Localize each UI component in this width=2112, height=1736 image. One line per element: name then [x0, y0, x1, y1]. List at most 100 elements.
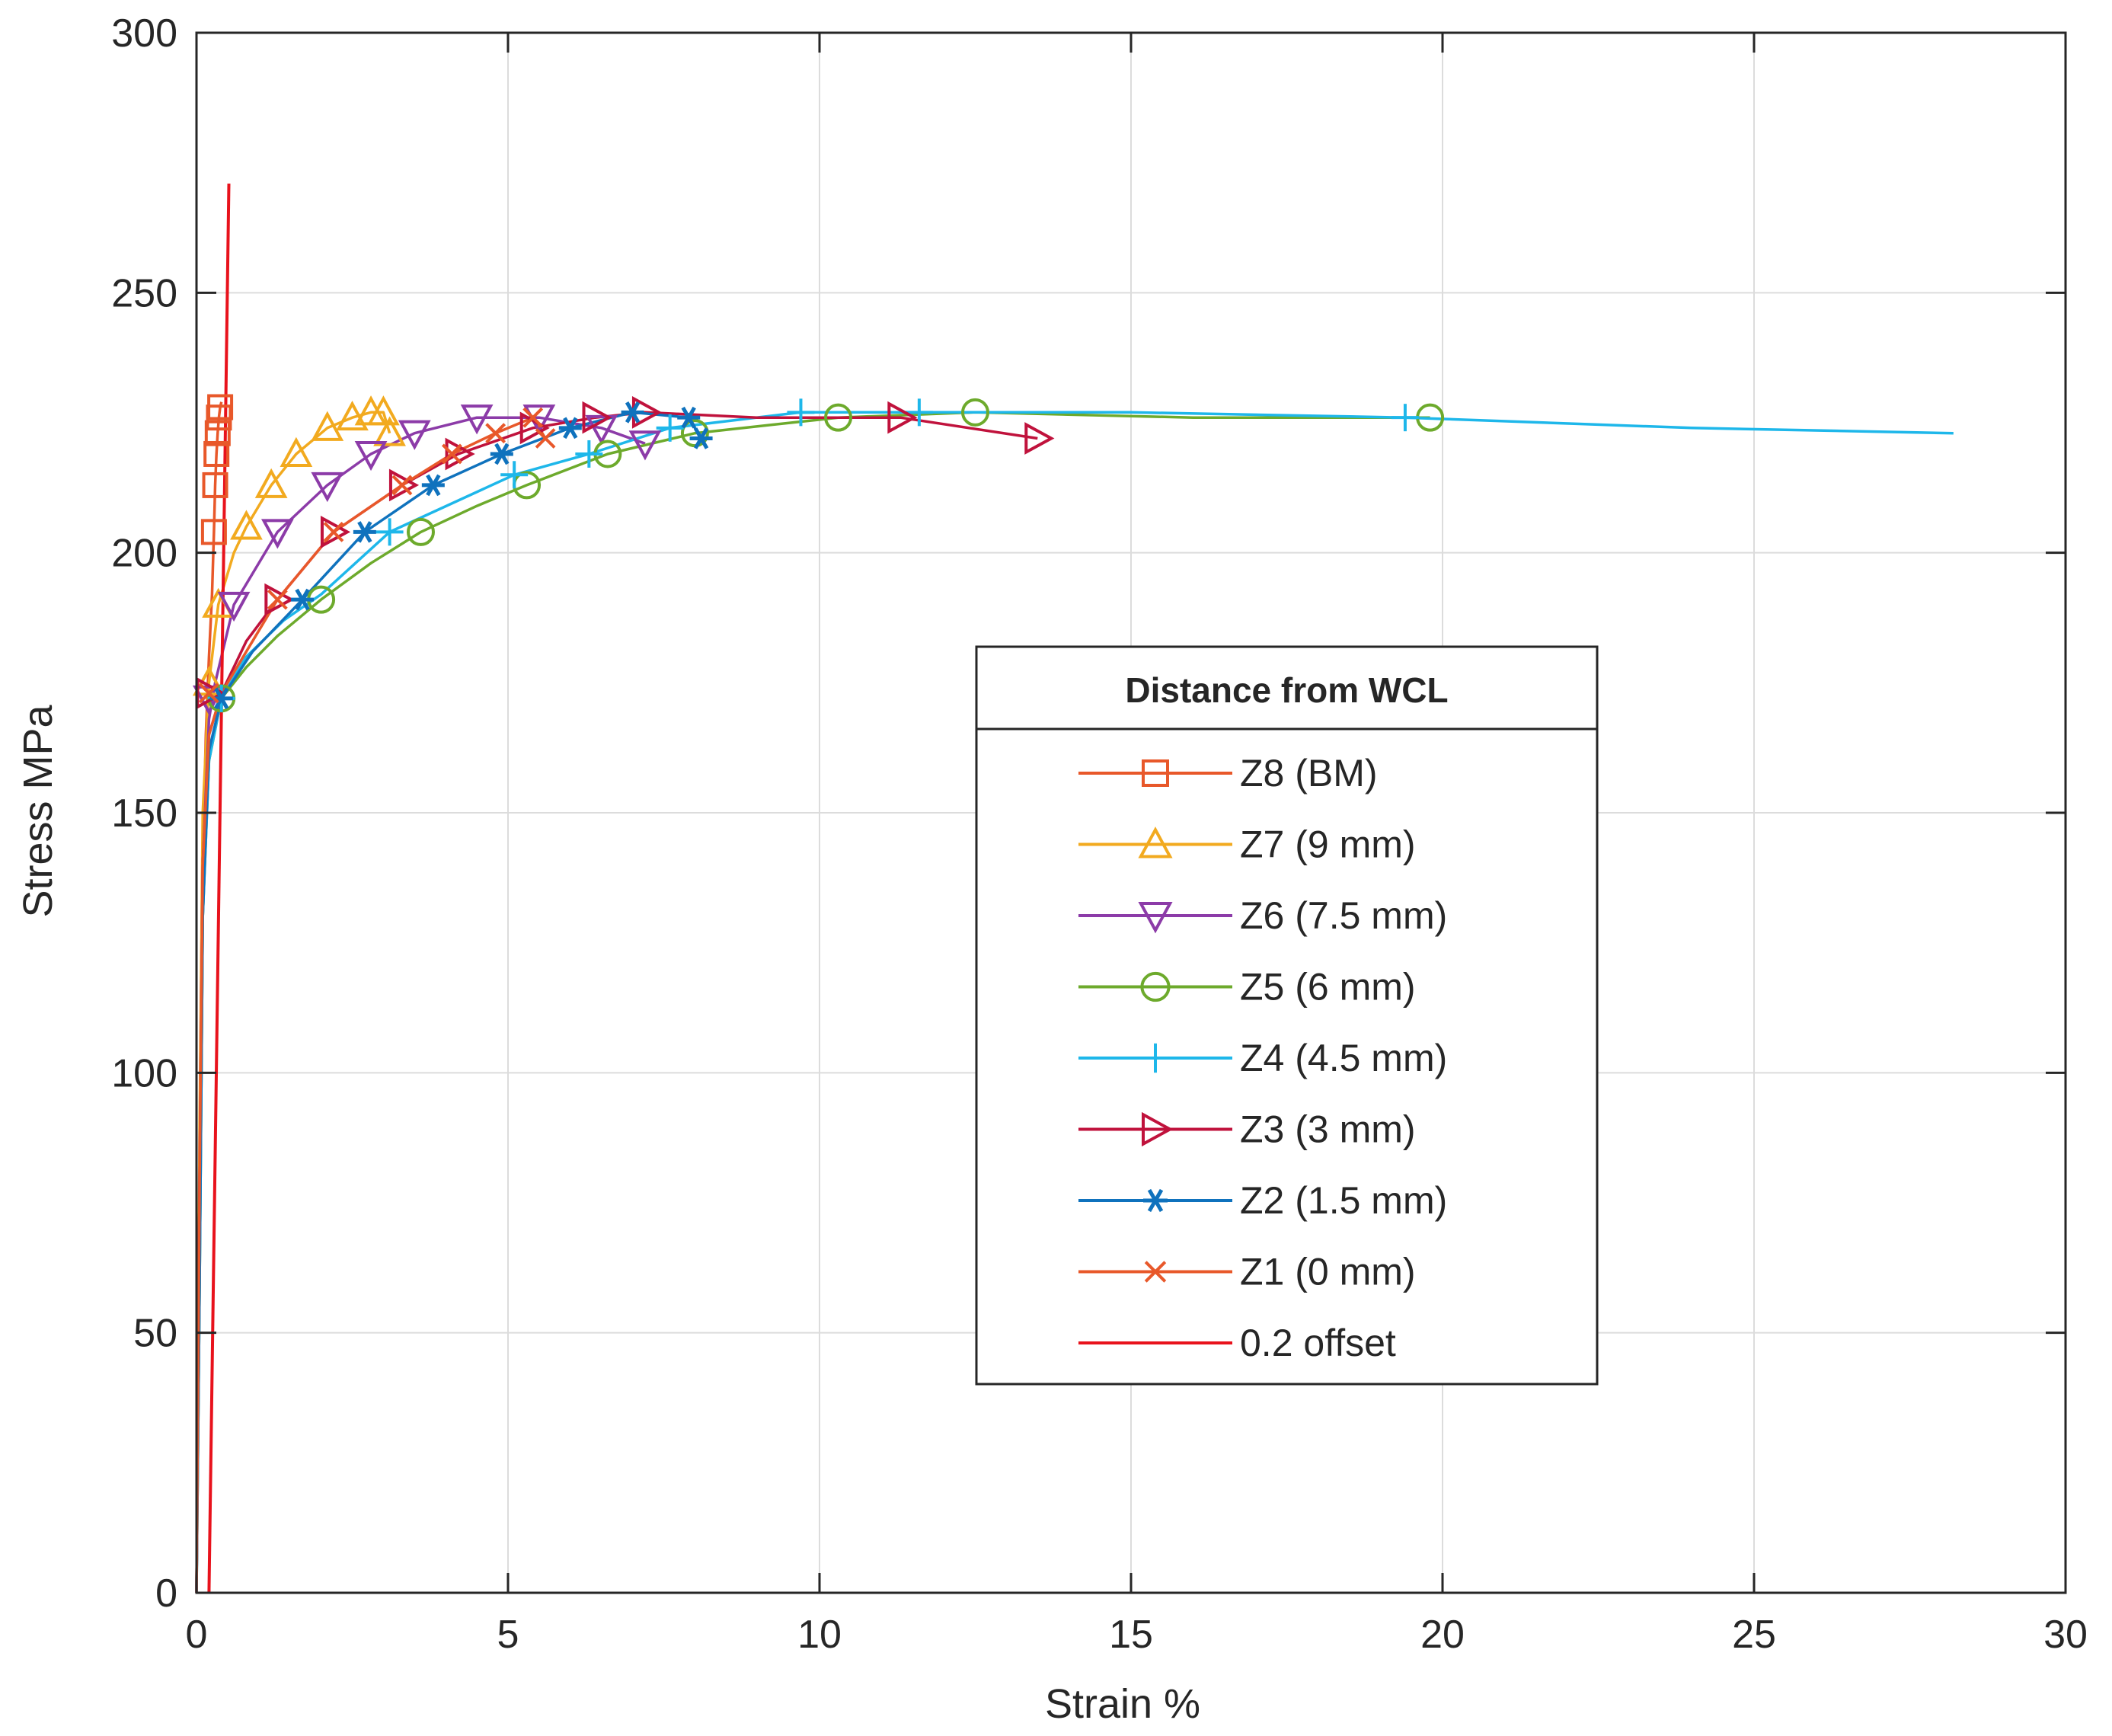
data-point-1: [230, 510, 263, 540]
y-tick-label: 200: [111, 532, 177, 576]
legend[interactable]: Distance from WCL Z8 (BM) Z7 (9 mm) Z6 (7.…: [975, 645, 1599, 1386]
data-point-1: [311, 411, 344, 441]
data-point-4: [1391, 404, 1419, 432]
legend-marker: [1142, 759, 1169, 787]
data-point-7: [267, 589, 288, 610]
data-point-0: [203, 440, 230, 467]
legend-marker: [1143, 1188, 1168, 1213]
data-point-6: [291, 588, 315, 611]
data-point-0: [200, 519, 227, 545]
legend-item[interactable]: Z6 (7.5 mm): [1078, 894, 1447, 937]
data-point-4: [500, 461, 529, 489]
data-point-4: [787, 398, 815, 427]
data-point-2: [354, 440, 388, 472]
legend-marker: [1140, 971, 1171, 1002]
legend-title: Distance from WCL: [1125, 670, 1448, 710]
data-point-2: [311, 472, 344, 503]
legend-marker: [1142, 1111, 1174, 1147]
data-point-3: [824, 403, 853, 432]
legend-item[interactable]: Z7 (9 mm): [1078, 823, 1416, 866]
data-point-2: [460, 404, 494, 435]
x-tick-label: 0: [186, 1613, 208, 1657]
data-point-5: [1024, 422, 1055, 455]
data-point-6: [353, 521, 376, 543]
legend-item[interactable]: Z8 (BM): [1078, 752, 1378, 794]
x-tick-label: 15: [1109, 1613, 1153, 1657]
legend-label: Z1 (0 mm): [1240, 1251, 1416, 1293]
data-point-7: [535, 428, 556, 449]
data-point-2: [217, 591, 251, 622]
data-point-0: [207, 394, 234, 420]
y-tick-label: 250: [111, 271, 177, 315]
legend-label: 0.2 offset: [1240, 1322, 1396, 1364]
data-point-7: [441, 443, 462, 465]
legend-label: Z3 (3 mm): [1240, 1108, 1416, 1151]
x-tick-label: 10: [797, 1613, 842, 1657]
data-point-4: [656, 414, 684, 442]
data-point-2: [260, 519, 294, 549]
legend-label: Z7 (9 mm): [1240, 823, 1416, 866]
y-tick-label: 0: [155, 1571, 177, 1616]
data-point-6: [621, 401, 644, 424]
data-point-7: [522, 407, 544, 428]
legend-marker: [1140, 1043, 1171, 1073]
legend-marker: [1138, 826, 1173, 858]
data-point-3: [406, 517, 435, 546]
data-point-7: [485, 423, 506, 444]
legend-label: Z2 (1.5 mm): [1240, 1179, 1447, 1222]
series-line-1: [195, 411, 391, 1594]
series-markers: [192, 394, 1445, 715]
legend-item[interactable]: Z2 (1.5 mm): [1078, 1179, 1447, 1222]
data-point-3: [961, 398, 989, 427]
data-point-1: [336, 400, 369, 431]
data-point-1: [367, 395, 400, 426]
legend-item[interactable]: Z5 (6 mm): [1078, 966, 1416, 1009]
data-point-7: [198, 683, 219, 704]
data-point-5: [320, 515, 351, 548]
legend-item[interactable]: Z3 (3 mm): [1078, 1108, 1416, 1151]
data-point-5: [388, 468, 420, 502]
legend-marker: [1144, 1261, 1167, 1283]
legend-label: Z4 (4.5 mm): [1240, 1037, 1447, 1079]
data-point-6: [558, 417, 582, 440]
y-tick-label: 50: [133, 1312, 177, 1356]
data-point-5: [887, 401, 918, 434]
legend-label: Z6 (7.5 mm): [1240, 894, 1447, 937]
data-point-1: [373, 416, 406, 446]
legend-item[interactable]: Z4 (4.5 mm): [1078, 1037, 1447, 1079]
data-point-4: [905, 398, 933, 427]
data-point-7: [323, 521, 344, 542]
data-point-4: [375, 518, 404, 546]
legend-item[interactable]: Z1 (0 mm): [1078, 1251, 1416, 1293]
data-point-5: [582, 401, 612, 434]
data-point-6: [689, 427, 713, 449]
x-tick-label: 5: [497, 1613, 519, 1657]
data-point-6: [421, 474, 445, 497]
x-axis-label: Strain %: [1045, 1681, 1200, 1727]
data-point-2: [628, 430, 662, 461]
x-tick-label: 20: [1420, 1613, 1465, 1657]
y-tick-label: 150: [111, 791, 177, 836]
x-tick-label: 25: [1732, 1613, 1776, 1657]
y-axis-label: Stress MPa: [15, 705, 61, 918]
data-point-0: [204, 420, 231, 446]
data-point-7: [391, 475, 413, 496]
y-tick-label: 100: [111, 1051, 177, 1095]
data-point-6: [490, 443, 513, 465]
data-point-5: [519, 411, 550, 445]
legend-box: [975, 645, 1599, 1386]
data-point-2: [398, 420, 431, 450]
legend-label: Z8 (BM): [1240, 752, 1378, 794]
legend-label: Z5 (6 mm): [1240, 966, 1416, 1009]
data-point-0: [202, 472, 228, 498]
data-point-4: [575, 440, 603, 468]
legend-items: Z8 (BM) Z7 (9 mm) Z6 (7.5 mm) Z5 (6 mm) Z4 (…: [1078, 752, 1447, 1364]
legend-item[interactable]: 0.2 offset: [1078, 1322, 1396, 1364]
x-tick-label: 30: [2043, 1613, 2088, 1657]
data-point-6: [677, 406, 701, 429]
y-tick-label: 300: [111, 11, 177, 56]
legend-marker: [1138, 902, 1173, 934]
